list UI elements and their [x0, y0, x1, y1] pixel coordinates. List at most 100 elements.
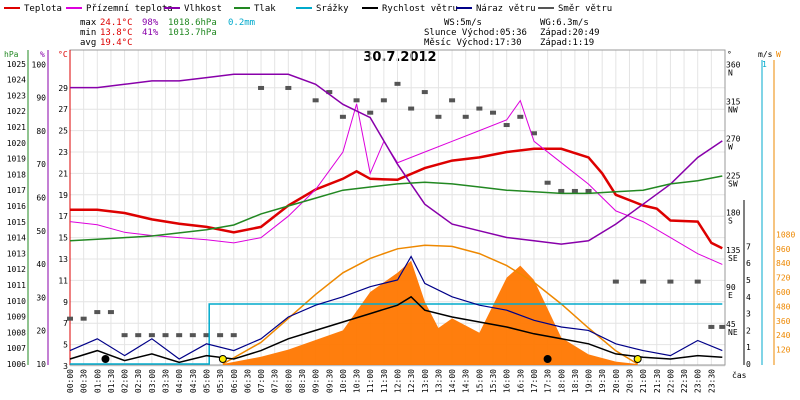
x-tick-label: 06:00: [230, 369, 239, 393]
x-tick-label: 18:30: [571, 369, 580, 393]
x-tick-label: 01:30: [107, 369, 116, 393]
wind-direction-point: [339, 114, 346, 119]
axis-wm2-tick: 960: [776, 245, 791, 254]
axis-hpa-tick: 1011: [7, 281, 26, 290]
axis-pct-tick: 60: [36, 194, 46, 203]
wind-direction-point: [544, 180, 551, 185]
x-tick-label: 19:00: [585, 369, 594, 393]
axis-deg-tick: 270: [726, 135, 741, 144]
stats-rain: 0.2mm: [228, 18, 255, 28]
x-tick-label: 04:30: [189, 369, 198, 393]
stats-temp: 24.1°C: [100, 18, 133, 28]
legend-label: Srážky: [316, 4, 349, 14]
right-axes: ° m/s W1360N315NW270W225SW180S135SE90E45NE…: [726, 50, 795, 369]
wind-direction-point: [94, 310, 101, 315]
axis-hpa-tick: 1013: [7, 249, 26, 258]
x-tick-label: 00:30: [80, 369, 89, 393]
axis-wm2-tick: 720: [776, 274, 791, 283]
series-line-vlhkost: [70, 73, 723, 245]
axis-degc-tick: 19: [58, 191, 68, 200]
series-line-rychlost-větru: [69, 295, 723, 364]
stats-panel: max 24.1°C 98% 1018.6hPa 0.2mm min 13.8°C 41% 10…: [80, 18, 600, 48]
x-tick-label: 23:30: [707, 369, 716, 393]
axis-dir-tick: SW: [728, 180, 738, 189]
axis-hpa-tick: 1023: [7, 91, 26, 100]
stats-sunset: Západ:20:49: [540, 28, 600, 38]
axis-pct-label: %: [40, 50, 45, 59]
wind-direction-point: [421, 90, 428, 95]
x-tick-label: 01:00: [93, 369, 102, 393]
axis-wm2-tick: 120: [776, 346, 791, 355]
stats-label: max: [80, 18, 97, 28]
x-tick-label: 17:00: [530, 369, 539, 393]
stats-humidity: 98%: [142, 18, 159, 28]
wind-direction-point: [121, 333, 128, 338]
axis-pct-tick: 70: [36, 160, 46, 169]
axis-degc-tick: 7: [63, 319, 68, 328]
axis-dir-tick: NW: [728, 105, 738, 114]
x-tick-label: 02:00: [121, 369, 130, 393]
x-tick-label: 14:30: [462, 369, 471, 393]
stats-humidity: 41%: [142, 28, 159, 38]
series-line-srážky: [70, 303, 723, 365]
clear-sky-curve: [222, 244, 639, 365]
axis-deg-tick: 45: [726, 320, 736, 329]
axis-hpa-tick: 1017: [7, 186, 26, 195]
axis-degc-label: °C: [58, 50, 68, 59]
stats-label: min: [80, 28, 96, 38]
axis-degc-tick: 25: [58, 127, 68, 136]
axis-degc-tick: 5: [63, 341, 68, 350]
wind-direction-point: [353, 98, 360, 103]
axis-hpa-tick: 1019: [7, 155, 26, 164]
axis-hpa-tick: 1006: [7, 360, 26, 369]
x-tick-label: 11:00: [366, 369, 375, 393]
axis-ms-tick: 1: [746, 343, 751, 352]
x-axis-label: čas: [732, 370, 747, 380]
axis-degc-tick: 29: [58, 84, 68, 93]
axis-hpa-tick: 1015: [7, 218, 26, 227]
axis-dir-tick: S: [728, 217, 733, 226]
wind-direction-point: [462, 114, 469, 119]
wind-direction-point: [176, 333, 183, 338]
axis-degc-tick: 3: [63, 362, 68, 371]
axis-wm2-tick: 240: [776, 331, 791, 340]
axis-hpa-tick: 1009: [7, 313, 26, 322]
x-tick-label: 14:00: [448, 369, 457, 393]
axis-hpa-tick: 1007: [7, 344, 26, 353]
x-tick-label: 15:00: [475, 369, 484, 393]
wind-direction-point: [203, 333, 210, 338]
stats-label: avg: [80, 38, 96, 48]
axis-hpa-tick: 1016: [7, 202, 26, 211]
wind-direction-point: [67, 316, 73, 321]
legend-label: Teplota: [24, 4, 62, 14]
x-tick-label: 17:30: [544, 369, 553, 393]
wind-direction-point: [476, 106, 483, 111]
axis-hpa-tick: 1018: [7, 170, 26, 179]
x-tick-label: 23:00: [694, 369, 703, 393]
axis-hpa-tick: 1024: [7, 76, 26, 85]
x-tick-label: 22:30: [680, 369, 689, 393]
x-tick-label: 07:00: [257, 369, 266, 393]
axis-pct-tick: 50: [36, 227, 46, 236]
axis-hpa-tick: 1020: [7, 139, 26, 148]
series-line-teplota: [70, 147, 723, 250]
axis-degc-tick: 17: [58, 212, 68, 221]
axis-ms-tick: 4: [746, 293, 751, 302]
x-tick-label: 05:00: [202, 369, 211, 393]
wind-direction-point: [490, 110, 497, 115]
wind-direction-point: [135, 333, 142, 338]
x-tick-label: 22:00: [666, 369, 675, 393]
stats-moonset: Západ:1:19: [540, 38, 594, 48]
x-tick-label: 20:30: [625, 369, 634, 393]
axis-ms-tick: 2: [746, 326, 751, 335]
wind-direction-point: [367, 110, 374, 115]
axis-wm2-tick: 480: [776, 302, 791, 311]
x-tick-label: 03:30: [162, 369, 171, 393]
stats-temp: 13.8°C: [100, 28, 133, 38]
x-tick-label: 08:00: [284, 369, 293, 393]
axis-degc-tick: 15: [58, 234, 68, 243]
axis-deg-tick: 360: [726, 60, 741, 69]
axis-deg-tick: 225: [726, 172, 741, 181]
wind-direction-point: [571, 188, 578, 193]
